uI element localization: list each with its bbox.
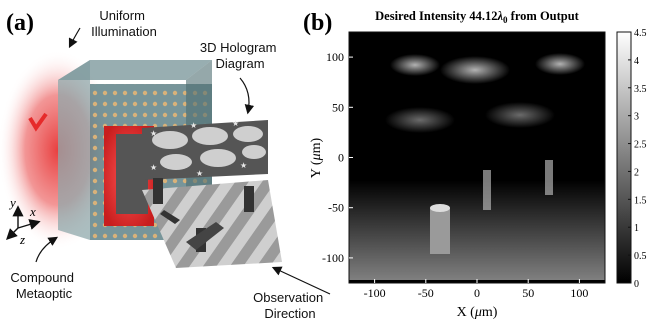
- colorbar-tick-label: 1.5: [634, 195, 647, 206]
- colorbar-tick-label: 4.5: [634, 28, 647, 39]
- callout-hologram-line1: 3D Hologram: [200, 40, 277, 55]
- y-tick-label: -50: [328, 201, 344, 215]
- cylinder-column: [430, 208, 450, 254]
- colorbar: [616, 31, 632, 284]
- colorbar-tick-label: 2.5: [634, 140, 647, 151]
- wave-icon: [28, 112, 48, 132]
- y-tick-label: 100: [326, 50, 344, 64]
- cloud-icon: [152, 131, 188, 149]
- pillar: [244, 186, 254, 212]
- star-icon: ★: [196, 169, 203, 178]
- x-axis-unit: μ: [474, 305, 482, 320]
- callout-metaoptic: Compound Metaoptic: [10, 270, 77, 301]
- intensity-image: [349, 53, 605, 280]
- metaoptic-left-face: [58, 60, 90, 240]
- chart-title-lambda: λ: [496, 9, 503, 23]
- star-icon: ★: [150, 163, 157, 172]
- x-tick-label: -50: [418, 286, 434, 300]
- y-axis-unit: μ: [309, 153, 324, 161]
- intensity-blob: [390, 54, 440, 76]
- panel-b-label: (b): [303, 10, 332, 36]
- cloud-icon: [233, 126, 263, 142]
- callout-illumination-line1: Uniform: [99, 8, 145, 23]
- cylinder-top: [430, 204, 450, 212]
- callout-observation-line1: Observation: [253, 290, 323, 305]
- colorbar-tick-label: 4: [634, 56, 639, 67]
- star-icons: ★ ★ ★ ★ ★ ★: [150, 119, 247, 178]
- star-icon: ★: [240, 161, 247, 170]
- chart-title-prefix: Desired Intensity 44.12: [375, 9, 497, 23]
- axis-label-x: x: [29, 204, 36, 219]
- panel-a-label: (a): [6, 10, 34, 36]
- metaoptic-arrow: [35, 236, 59, 263]
- y-axis-label: Y (μm): [309, 137, 324, 178]
- x-tick-label: -100: [364, 286, 386, 300]
- callout-metaoptic-line2: Metaoptic: [16, 286, 73, 301]
- panel-b: (b) Desired Intensity 44.12λ0 from Outpu…: [303, 9, 647, 320]
- chart-title-sub: 0: [503, 15, 508, 25]
- hologram-arrow: [239, 77, 255, 115]
- intensity-blob: [440, 56, 510, 84]
- callout-metaoptic-line1: Compound: [10, 270, 74, 285]
- callout-hologram: 3D Hologram Diagram: [200, 40, 280, 71]
- colorbar-tick-label: 3.5: [634, 84, 647, 95]
- axis-label-y: y: [8, 195, 16, 210]
- pillar-shadow: [186, 222, 224, 250]
- x-tick-label: 50: [522, 286, 534, 300]
- x-axis-arrow: [17, 219, 41, 230]
- cloud-icon: [192, 127, 228, 145]
- pillar: [153, 178, 163, 204]
- callout-arrows: [35, 27, 331, 295]
- chart-title: Desired Intensity 44.12λ0 from Output: [375, 9, 580, 25]
- axis-ticks: -100 -50 0 50 100 100 50 0 -50 -100: [322, 50, 588, 300]
- cloud-icon: [242, 145, 266, 159]
- cloud-icon: [160, 154, 192, 170]
- callout-illumination-line2: Illumination: [91, 24, 157, 39]
- chart-title-suffix: from Output: [508, 9, 580, 23]
- pillar-bright: [545, 160, 553, 195]
- colorbar-tick-label: 3: [634, 112, 639, 123]
- colorbar-tick-label: 0: [634, 279, 639, 290]
- pillar-bright: [483, 170, 491, 210]
- floor-plane: [142, 178, 282, 268]
- panel-a: (a) ★: [0, 8, 331, 321]
- x-tick-label: 100: [570, 286, 588, 300]
- callout-observation-line2: Direction: [264, 306, 315, 321]
- metaoptic-top-face: [58, 60, 212, 80]
- axes-triad: [6, 205, 41, 240]
- callout-observation: Observation Direction: [253, 290, 327, 321]
- hologram-plane: ★ ★ ★ ★ ★ ★: [142, 119, 268, 180]
- star-icon: ★: [150, 129, 157, 138]
- y-tick-label: -100: [322, 251, 344, 265]
- y-tick-label: 50: [332, 100, 344, 114]
- cloud-icons: [152, 126, 266, 170]
- intensity-blob: [385, 107, 455, 133]
- pillar-shadow: [160, 210, 180, 224]
- illumination-arrow: [68, 27, 81, 49]
- colorbar-tick-label: 2: [634, 167, 639, 178]
- colorbar-tick-label: 0.5: [634, 251, 647, 262]
- star-icon: ★: [190, 121, 197, 130]
- intensity-blob: [535, 53, 585, 75]
- callout-illumination: Uniform Illumination: [91, 8, 157, 39]
- z-axis-arrow: [6, 227, 19, 240]
- colorbar-ticks: 0 0.5 1 1.5 2 2.5 3 3.5 4 4.5: [628, 28, 647, 290]
- floor-glow: [349, 180, 605, 280]
- x-axis-label: X (μm): [457, 305, 498, 320]
- observation-arrow: [271, 266, 331, 295]
- intensity-blob: [485, 102, 555, 128]
- cloud-icon: [200, 149, 236, 167]
- colorbar-tick-label: 1: [634, 223, 639, 234]
- callout-hologram-line2: Diagram: [215, 56, 264, 71]
- y-tick-label: 0: [338, 151, 344, 165]
- x-tick-label: 0: [474, 286, 480, 300]
- axis-label-z: z: [19, 232, 25, 247]
- star-icon: ★: [232, 119, 239, 128]
